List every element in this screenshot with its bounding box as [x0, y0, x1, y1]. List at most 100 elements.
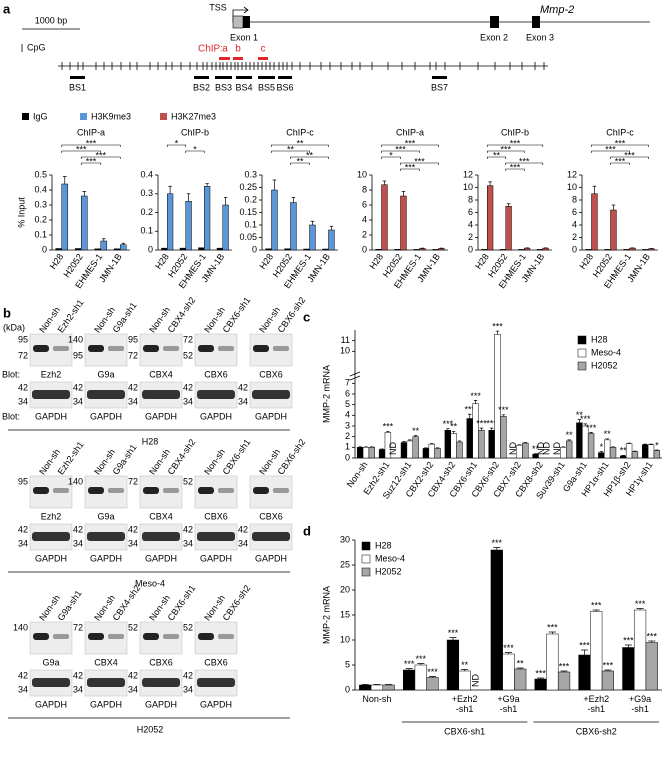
bar: [514, 668, 527, 691]
bracket: [166, 144, 187, 147]
error-bar: [648, 640, 656, 643]
bar: [536, 249, 544, 251]
error-bar: [592, 609, 600, 612]
band: [218, 488, 234, 493]
lane-label: G9a-sh1: [56, 588, 84, 622]
significance: ***: [492, 321, 503, 331]
bar: [120, 244, 127, 251]
bar: [542, 247, 549, 251]
error-bar: [523, 442, 528, 444]
error-bar: [468, 413, 472, 419]
legend-label: H2052: [375, 566, 402, 576]
bracket: [591, 150, 630, 153]
bar: [546, 633, 559, 691]
bar: [565, 440, 573, 459]
lane-label: CBX6-sh1: [221, 437, 253, 476]
bracket: [610, 162, 630, 165]
y-tick-label: 0.3: [140, 188, 153, 198]
significance: ***: [559, 661, 570, 671]
kda-marker: 72: [73, 622, 83, 632]
bar: [456, 441, 463, 459]
bar: [585, 249, 592, 251]
y-tick-label: 5: [345, 399, 350, 409]
chart-title: ChIP-b: [181, 127, 209, 137]
protein-label: GAPDH: [145, 411, 177, 421]
bar: [290, 202, 297, 251]
bar: [309, 224, 316, 251]
legend-swatch: [361, 554, 371, 564]
error-bar: [382, 180, 387, 185]
kda-marker: 34: [18, 684, 28, 694]
protein-label: GAPDH: [200, 553, 232, 563]
band: [87, 532, 125, 541]
significance: **: [461, 660, 469, 670]
error-bar: [577, 419, 582, 423]
bar: [472, 403, 479, 459]
error-bar: [380, 448, 384, 450]
band: [197, 532, 235, 541]
bar: [359, 684, 372, 691]
band: [88, 487, 104, 494]
significance: ***: [510, 162, 521, 172]
kda-marker: 42: [73, 670, 83, 680]
nd-label: ND: [552, 442, 562, 455]
error-bar: [451, 430, 456, 434]
bar: [502, 653, 515, 691]
significance: **: [517, 658, 525, 668]
y-tick-label: 0.2: [34, 214, 47, 224]
significance: ***: [476, 419, 487, 429]
protein-label: CBX4: [149, 511, 173, 521]
error-bar: [386, 430, 390, 433]
legend-swatch: [361, 567, 371, 577]
bar: [623, 249, 630, 251]
significance: ***: [615, 138, 626, 148]
error-bar: [581, 649, 589, 655]
significance: ***: [95, 150, 106, 160]
error-bar: [429, 443, 434, 445]
significance: ***: [624, 150, 635, 160]
y-tick-label: 0.5: [34, 169, 47, 179]
bracket: [271, 144, 329, 147]
error-bar: [599, 451, 604, 453]
significance: **: [566, 430, 574, 440]
y-tick-label: 0.3: [244, 169, 257, 179]
group-label: CBX6-sh1: [444, 726, 485, 736]
bar: [412, 436, 419, 459]
legend-label: H3K27me3: [171, 111, 216, 121]
legend-swatch: [577, 348, 587, 358]
significance: **: [493, 150, 501, 160]
bar: [609, 447, 617, 459]
bar: [381, 184, 388, 251]
band: [87, 678, 125, 687]
bar: [100, 240, 108, 251]
error-bar: [627, 442, 631, 444]
error-bar: [479, 427, 484, 431]
binding-site: [258, 76, 275, 79]
band: [198, 487, 214, 494]
error-bar: [561, 446, 566, 448]
bracket: [290, 162, 310, 165]
kda-marker: 140: [13, 622, 28, 632]
y-tick-label: 0: [362, 244, 367, 254]
bar: [444, 430, 452, 459]
kda-marker: 34: [128, 684, 138, 694]
y-tick-label: 2: [345, 431, 350, 441]
kda-marker: 95: [73, 350, 83, 360]
y-tick-label: 2: [362, 229, 367, 239]
legend-label: H28: [591, 334, 608, 344]
band: [53, 488, 69, 493]
error-bar: [504, 652, 513, 654]
nd-label: ND: [471, 674, 481, 687]
protein-label: GAPDH: [90, 699, 122, 709]
bar: [179, 247, 186, 251]
band: [197, 390, 235, 399]
bracket: [400, 162, 439, 165]
y-tick-label: 0: [252, 244, 257, 254]
significance: ***: [623, 635, 634, 645]
significance: ***: [86, 138, 97, 148]
legend-swatch: [577, 335, 587, 345]
significance: ***: [86, 156, 97, 166]
y-tick-label: 2: [572, 232, 577, 242]
y-tick-label: 0.2: [244, 194, 257, 204]
